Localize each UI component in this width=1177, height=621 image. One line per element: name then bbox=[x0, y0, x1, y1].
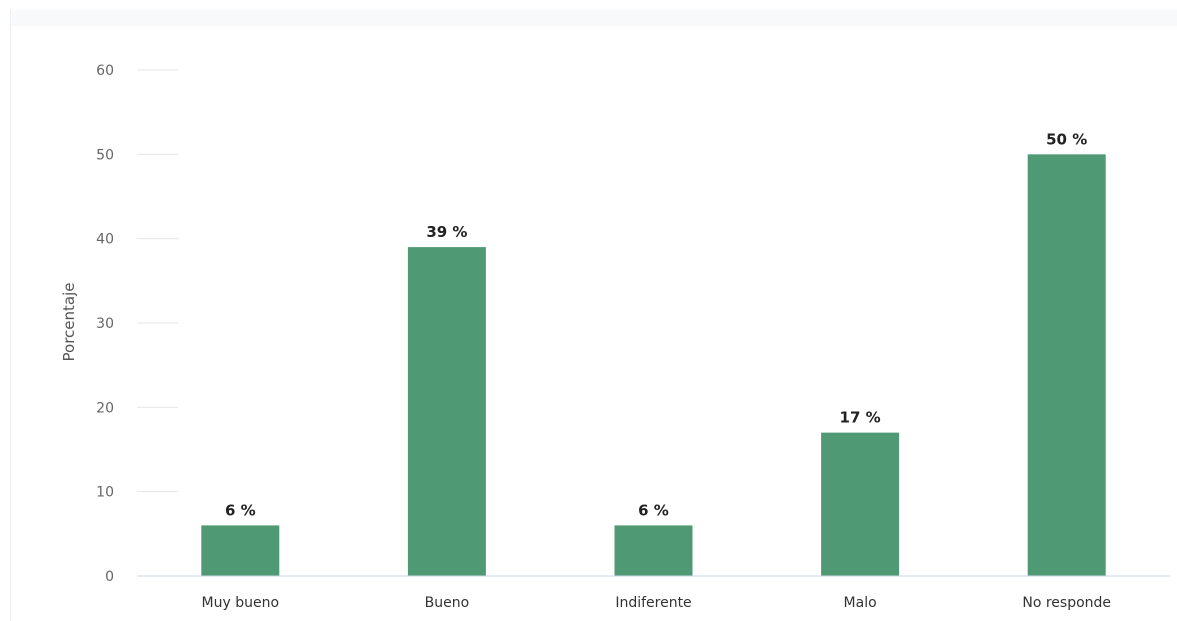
x-tick-label: No responde bbox=[1022, 595, 1111, 611]
data-label: 50 % bbox=[1046, 130, 1087, 148]
data-label: 6 % bbox=[225, 501, 256, 519]
y-tick-label: 60 bbox=[96, 63, 114, 79]
bar-indiferente[interactable] bbox=[614, 525, 693, 576]
y-tick-label: 0 bbox=[105, 569, 114, 585]
data-label: 6 % bbox=[638, 501, 669, 519]
data-label: 39 % bbox=[426, 223, 467, 241]
y-tick-label: 30 bbox=[96, 316, 114, 332]
chart-top-band bbox=[10, 10, 1177, 26]
bars bbox=[201, 154, 1106, 577]
bar-bueno[interactable] bbox=[407, 247, 486, 576]
y-tick-label: 10 bbox=[96, 485, 114, 501]
bar-malo[interactable] bbox=[821, 432, 900, 576]
bar-muy-bueno[interactable] bbox=[201, 525, 280, 576]
x-tick-label: Muy bueno bbox=[202, 595, 280, 611]
data-labels: 6 % 39 % 6 % 17 % 50 % bbox=[225, 130, 1087, 519]
y-tick-label: 20 bbox=[96, 400, 114, 416]
x-tick-label: Indiferente bbox=[615, 595, 691, 611]
gridlines bbox=[137, 69, 178, 493]
y-tick-label: 40 bbox=[96, 232, 114, 248]
bar-no-responde[interactable] bbox=[1027, 154, 1106, 577]
chart-left-border bbox=[10, 10, 11, 621]
x-axis-ticks: Muy bueno Bueno Indiferente Malo No responde bbox=[202, 595, 1111, 611]
data-label: 17 % bbox=[840, 409, 881, 427]
y-tick-label: 50 bbox=[96, 147, 114, 163]
x-tick-label: Bueno bbox=[425, 595, 470, 611]
x-tick-label: Malo bbox=[844, 595, 877, 611]
y-axis-ticks: 0 10 20 30 40 50 60 bbox=[96, 63, 114, 585]
y-axis-title: Porcentaje bbox=[60, 283, 78, 362]
